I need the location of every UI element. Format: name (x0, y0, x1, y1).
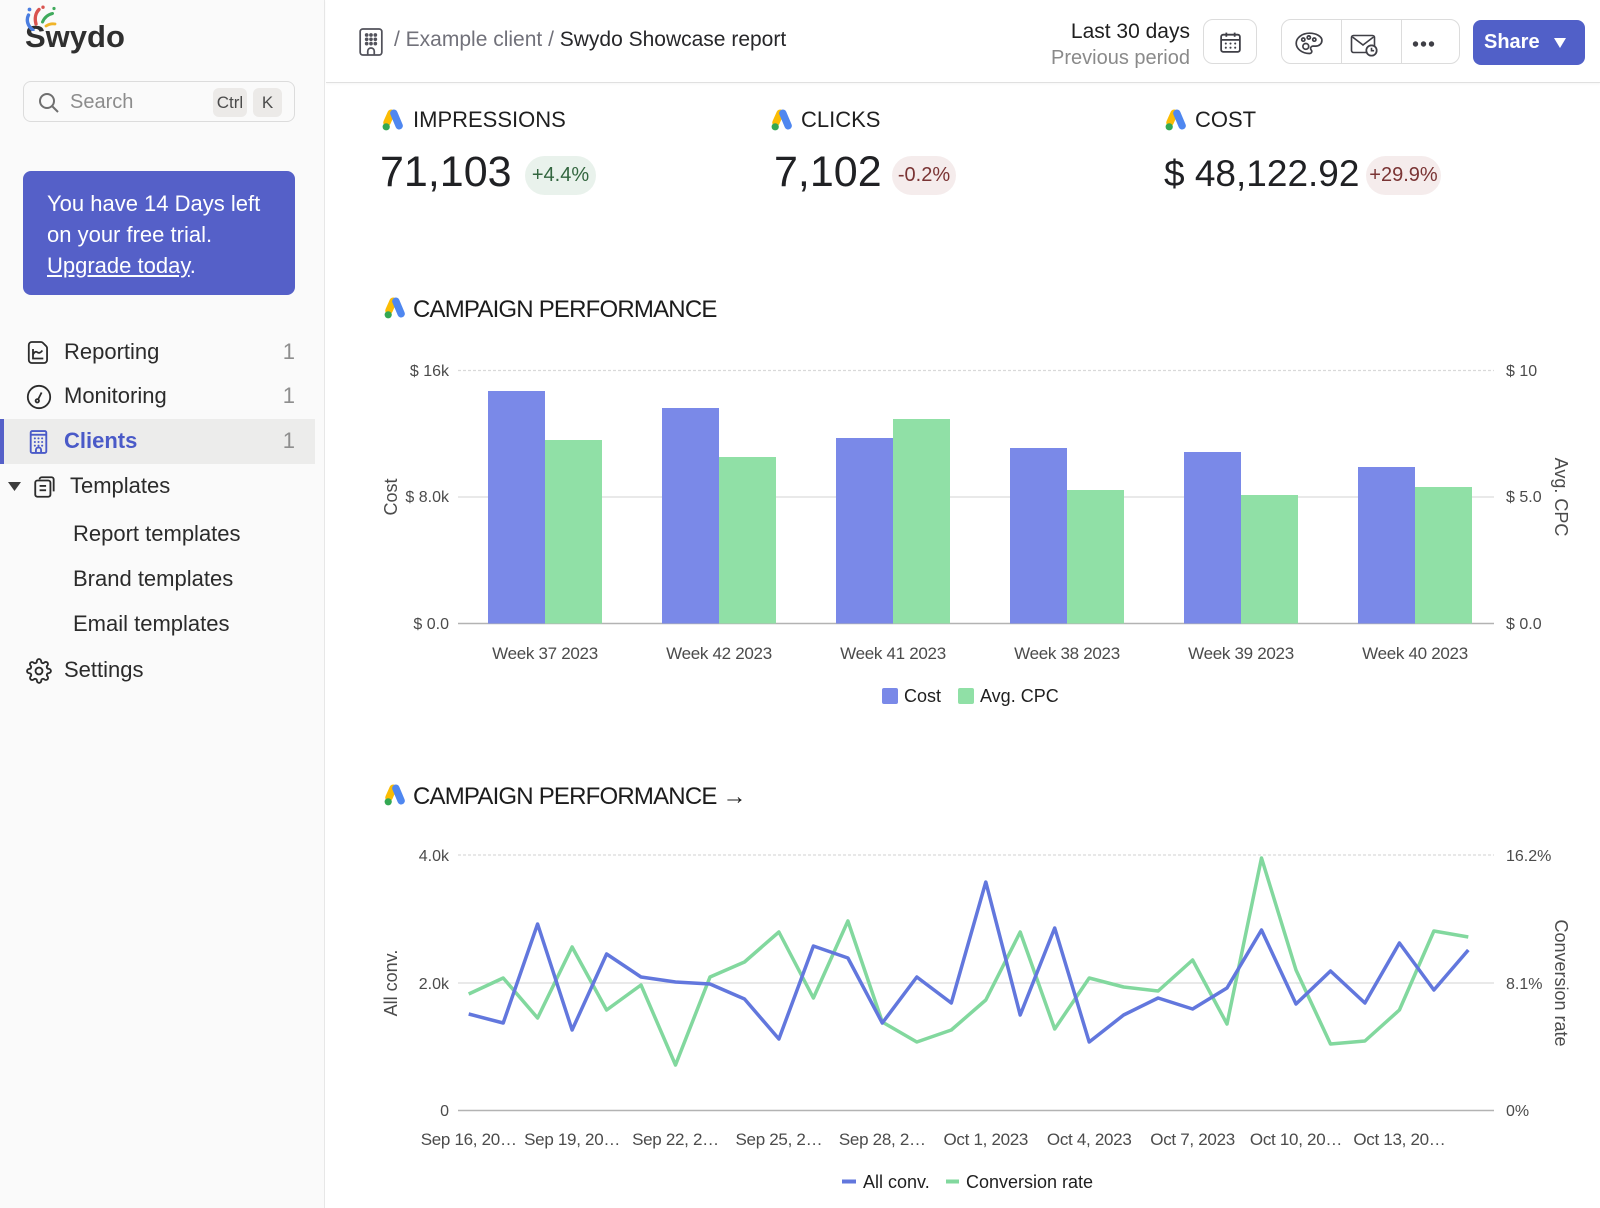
svg-text:Week 37 2023: Week 37 2023 (492, 644, 598, 663)
svg-text:Sep 25, 2…: Sep 25, 2… (736, 1130, 823, 1149)
svg-text:Week 42 2023: Week 42 2023 (666, 644, 772, 663)
svg-text:Week 41 2023: Week 41 2023 (840, 644, 946, 663)
svg-text:0: 0 (440, 1103, 449, 1120)
svg-text:Sep 16, 20…: Sep 16, 20… (421, 1130, 517, 1149)
svg-text:Oct 7, 2023: Oct 7, 2023 (1150, 1130, 1235, 1149)
svg-text:$ 8.0k: $ 8.0k (405, 489, 450, 506)
svg-text:Conversion rate: Conversion rate (1551, 919, 1571, 1046)
svg-text:All conv.: All conv. (381, 950, 401, 1017)
svg-text:Conversion rate: Conversion rate (966, 1172, 1093, 1192)
svg-text:Sep 19, 20…: Sep 19, 20… (524, 1130, 620, 1149)
svg-text:$ 0.0: $ 0.0 (413, 616, 449, 633)
svg-text:$ 5.0: $ 5.0 (1506, 489, 1542, 506)
svg-text:Cost: Cost (904, 686, 941, 706)
svg-text:$ 16k: $ 16k (410, 363, 450, 380)
svg-text:2.0k: 2.0k (419, 976, 450, 993)
svg-text:$ 0.0: $ 0.0 (1506, 616, 1542, 633)
svg-text:Avg. CPC: Avg. CPC (980, 686, 1059, 706)
svg-text:Oct 10, 20…: Oct 10, 20… (1250, 1130, 1342, 1149)
svg-text:$ 10: $ 10 (1506, 363, 1537, 380)
svg-text:Sep 28, 2…: Sep 28, 2… (839, 1130, 926, 1149)
svg-text:Sep 22, 2…: Sep 22, 2… (632, 1130, 719, 1149)
svg-text:8.1%: 8.1% (1506, 976, 1542, 993)
svg-text:0%: 0% (1506, 1103, 1529, 1120)
svg-text:Oct 4, 2023: Oct 4, 2023 (1047, 1130, 1132, 1149)
svg-text:Week 38 2023: Week 38 2023 (1014, 644, 1120, 663)
svg-text:Week 39 2023: Week 39 2023 (1188, 644, 1294, 663)
svg-text:Avg. CPC: Avg. CPC (1551, 458, 1571, 537)
svg-text:Oct 13, 20…: Oct 13, 20… (1353, 1130, 1445, 1149)
svg-text:Week 40 2023: Week 40 2023 (1362, 644, 1468, 663)
svg-text:Cost: Cost (381, 478, 401, 515)
svg-text:4.0k: 4.0k (419, 848, 450, 865)
svg-text:16.2%: 16.2% (1506, 848, 1551, 865)
svg-text:All conv.: All conv. (863, 1172, 930, 1192)
svg-text:Oct 1, 2023: Oct 1, 2023 (944, 1130, 1029, 1149)
